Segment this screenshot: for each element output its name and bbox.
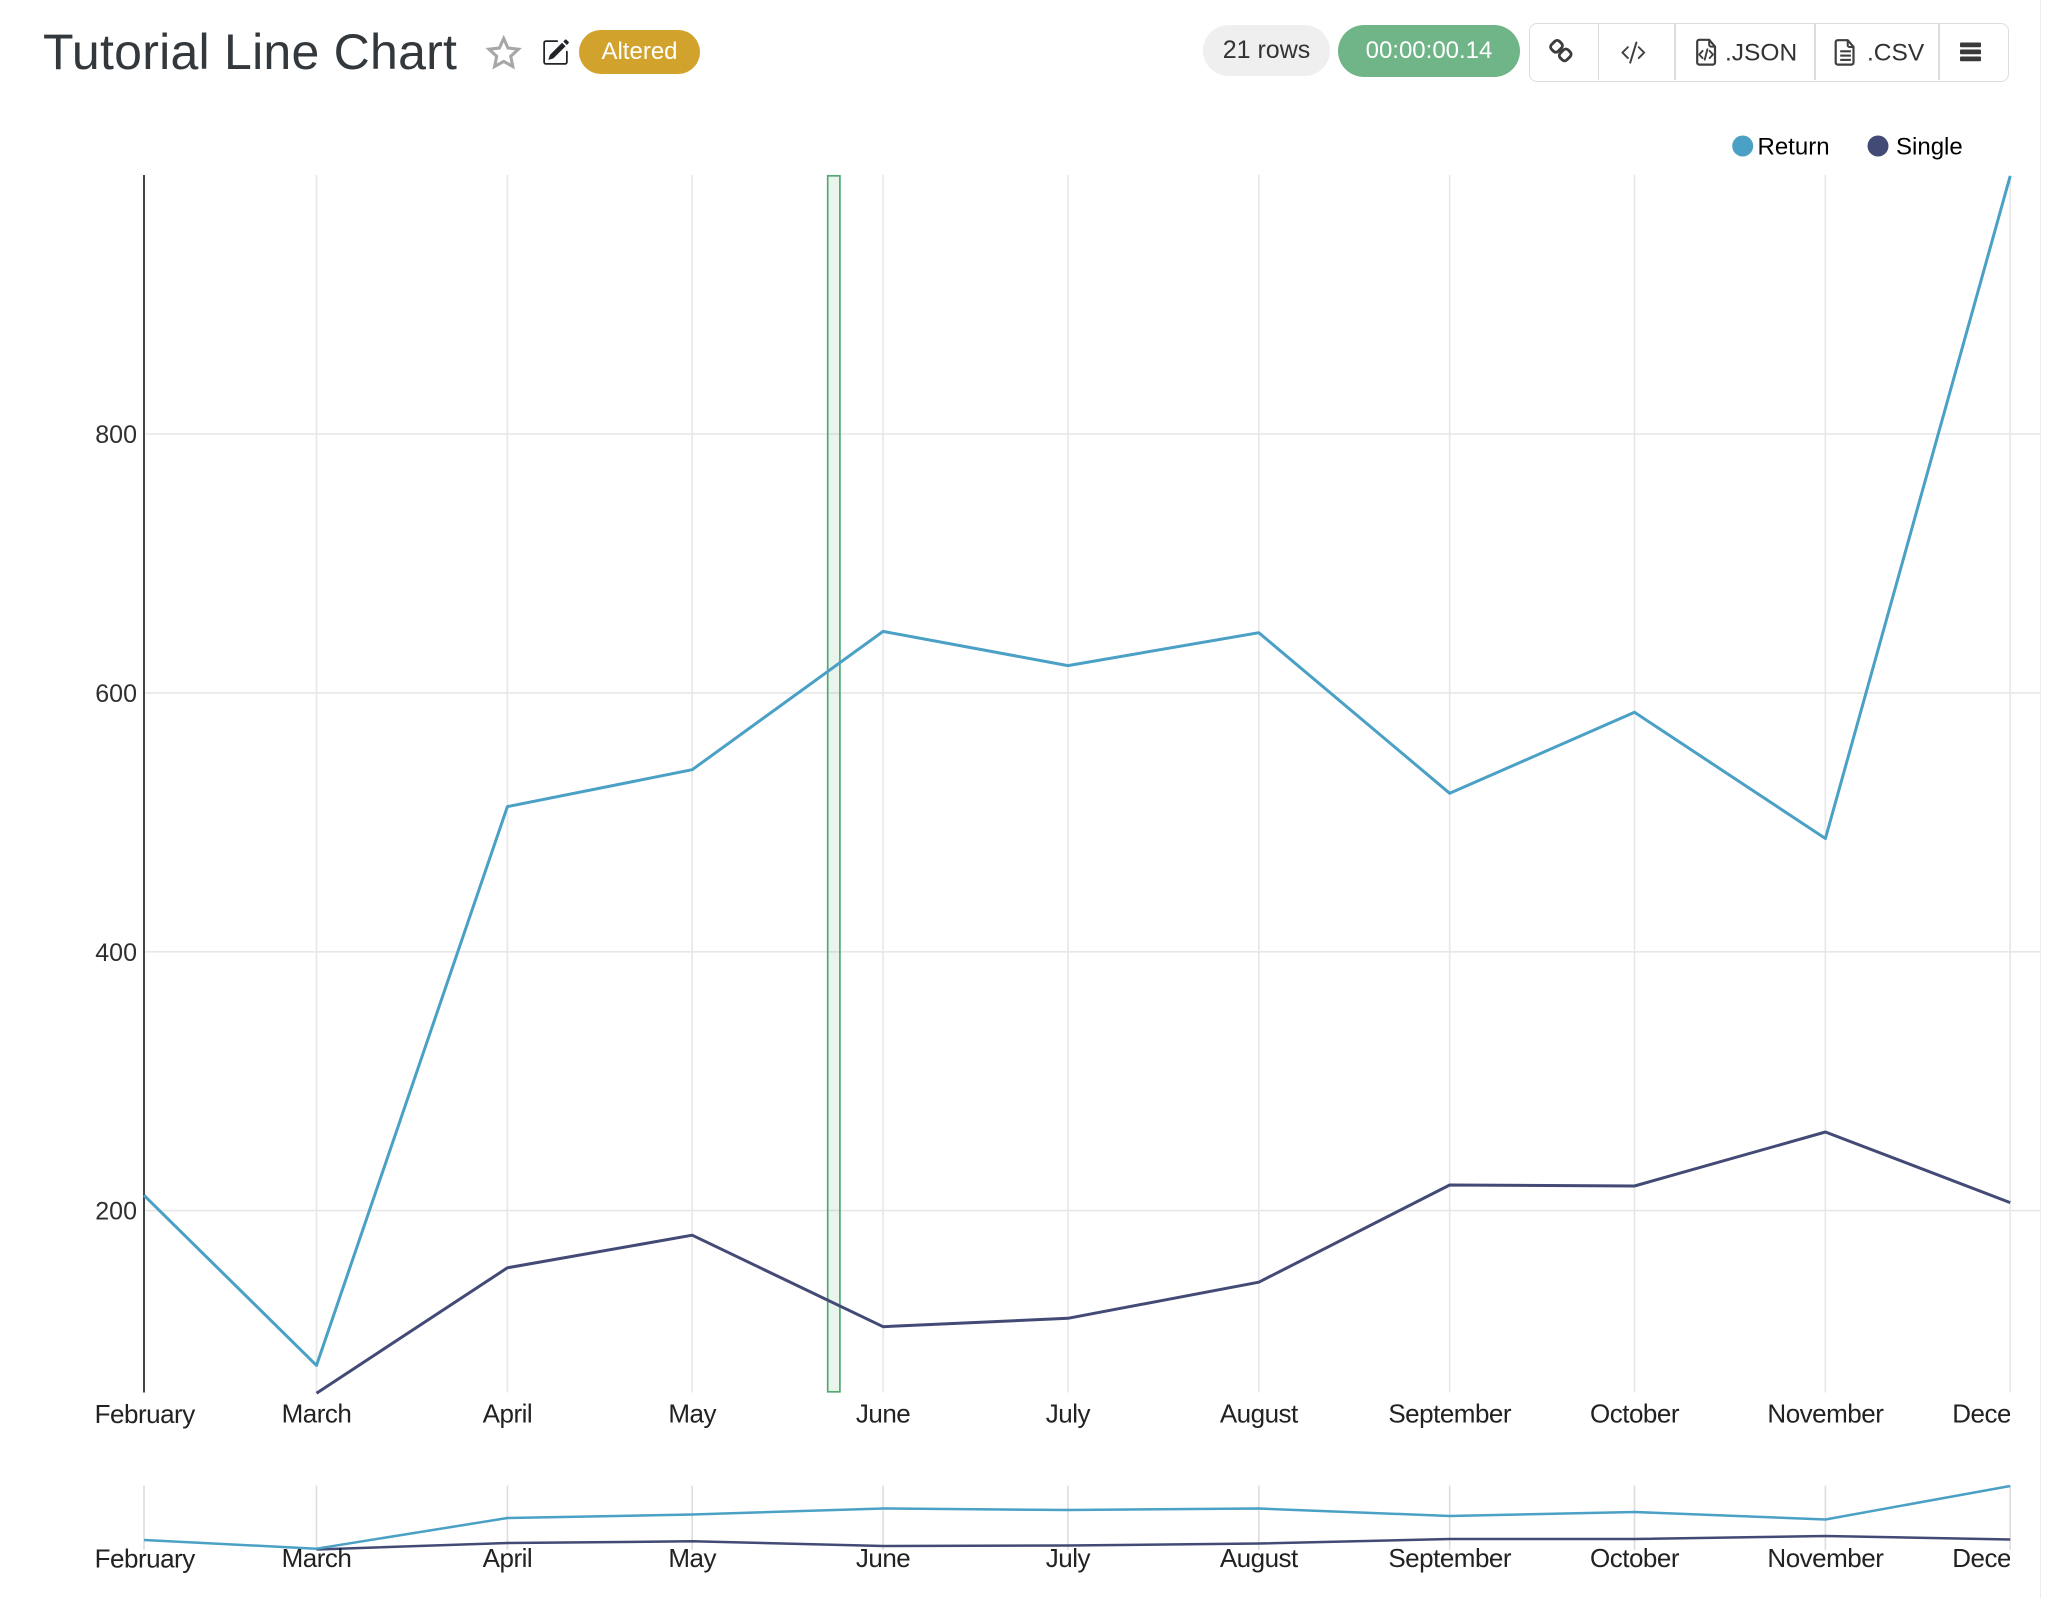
svg-text:200: 200 bbox=[95, 1198, 137, 1226]
svg-text:February: February bbox=[95, 1399, 196, 1429]
svg-text:.CSV: .CSV bbox=[1867, 40, 1925, 67]
svg-text:November: November bbox=[1767, 1399, 1884, 1429]
svg-text:February: February bbox=[95, 1544, 196, 1574]
svg-text:Single: Single bbox=[1896, 134, 1963, 161]
svg-text:800: 800 bbox=[95, 421, 137, 449]
svg-text:April: April bbox=[483, 1543, 533, 1573]
svg-text:May: May bbox=[668, 1543, 716, 1573]
svg-text:September: September bbox=[1388, 1543, 1512, 1573]
svg-text:October: October bbox=[1590, 1543, 1680, 1573]
svg-text:.JSON: .JSON bbox=[1725, 40, 1797, 67]
svg-text:600: 600 bbox=[95, 680, 137, 708]
svg-text:June: June bbox=[856, 1543, 910, 1573]
svg-text:March: March bbox=[282, 1543, 352, 1573]
svg-text:October: October bbox=[1590, 1399, 1680, 1429]
svg-text:July: July bbox=[1046, 1399, 1091, 1429]
svg-text:December: December bbox=[1952, 1543, 2050, 1573]
svg-text:May: May bbox=[668, 1399, 716, 1429]
svg-text:September: September bbox=[1388, 1399, 1512, 1429]
svg-text:June: June bbox=[856, 1399, 910, 1429]
svg-text:April: April bbox=[483, 1399, 533, 1429]
svg-text:August: August bbox=[1220, 1399, 1299, 1429]
svg-text:Return: Return bbox=[1758, 134, 1830, 161]
svg-text:August: August bbox=[1220, 1543, 1299, 1573]
svg-text:400: 400 bbox=[95, 939, 137, 967]
svg-text:November: November bbox=[1767, 1543, 1884, 1573]
svg-text:July: July bbox=[1046, 1543, 1091, 1573]
svg-text:March: March bbox=[282, 1399, 352, 1429]
svg-text:December: December bbox=[1952, 1399, 2050, 1429]
